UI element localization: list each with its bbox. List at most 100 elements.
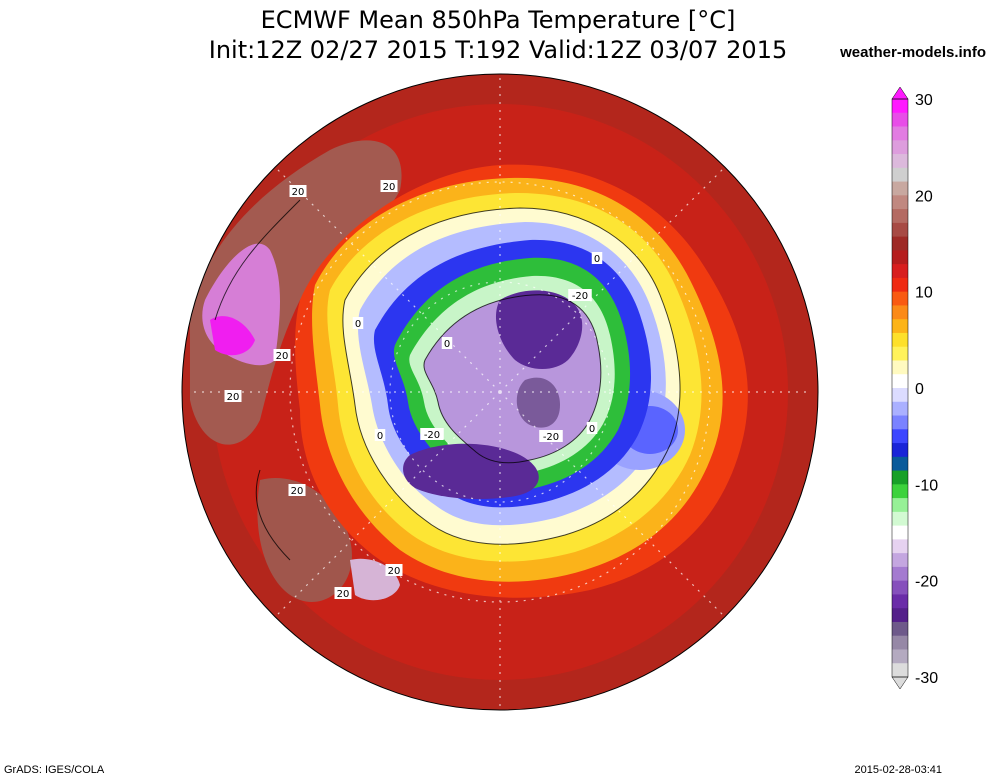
contour-label: 0 (444, 339, 450, 350)
colorbar-tick-label: 10 (915, 285, 933, 302)
core-pole (516, 377, 560, 428)
colorbar-swatch (892, 539, 908, 554)
colorbar-tick-label: -20 (915, 574, 938, 591)
colorbar-max-arrow (891, 86, 909, 100)
colorbar-swatch (892, 277, 908, 293)
colorbar-tick-label: 30 (915, 92, 933, 109)
colorbar-swatch (892, 319, 908, 334)
colorbar-swatch (892, 553, 908, 568)
colorbar-swatch (892, 264, 908, 279)
contour-label: 20 (227, 392, 240, 403)
colorbar-swatch (892, 456, 908, 471)
contour-label-bg (374, 429, 386, 441)
colorbar-swatch (892, 649, 908, 664)
contour-label-bg (568, 289, 592, 301)
contour-label-bg (224, 390, 242, 402)
colorbar-swatch (892, 635, 908, 650)
contour-label-bg (385, 564, 403, 576)
contour-label: 0 (589, 424, 595, 435)
colorbar-tick-label: 20 (915, 188, 933, 205)
colorbar-swatch (892, 594, 908, 609)
colorbar-swatch (892, 470, 908, 485)
colorbar-swatch (892, 167, 908, 182)
colorbar-swatch (892, 388, 908, 403)
chart-title: ECMWF Mean 850hPa Temperature [°C] (260, 6, 736, 34)
contour-label-bg (420, 428, 444, 440)
colorbar-swatch (892, 525, 908, 540)
timestamp: 2015-02-28-03:41 (854, 764, 942, 776)
warm-patch-southwest (257, 478, 352, 602)
colorbar: 30 20 10 0 -10 -20 -30 (891, 86, 938, 690)
contour-label: 20 (383, 182, 396, 193)
colorbar-swatch (892, 305, 908, 320)
core-siberia (403, 443, 539, 500)
contour-label-bg (441, 337, 453, 349)
contour-label-bg (591, 252, 603, 264)
contour-label: -20 (572, 291, 588, 302)
colorbar-tick-label: -10 (915, 477, 938, 494)
colorbar-swatch (892, 663, 908, 678)
contour-label: 0 (594, 254, 600, 265)
hottest-area (210, 316, 255, 356)
colorbar-swatch (892, 415, 908, 430)
contour-label-bg (380, 180, 398, 192)
contour-label-bg (273, 349, 291, 361)
colorbar-swatch (892, 112, 908, 127)
colorbar-swatch (892, 291, 908, 306)
colorbar-swatch (892, 401, 908, 416)
contour-label-bg (289, 185, 307, 197)
colorbar-tick-label: 0 (915, 381, 924, 398)
colorbar-swatch (892, 332, 908, 348)
colorbar-swatch (892, 154, 908, 169)
colorbar-swatch (892, 250, 908, 265)
colorbar-swatch (892, 346, 908, 361)
colorbar-swatch (892, 566, 908, 582)
contour-label: 20 (291, 486, 304, 497)
contour-labels: 20 20 20 20 20 20 20 0 0 0 0 0 -20 -20 -20 (224, 180, 603, 600)
contour-lines (214, 199, 681, 561)
contour-label-bg (334, 587, 352, 599)
contour-label-bg (586, 422, 598, 434)
map-boundary (181, 73, 819, 711)
colorbar-frame (891, 98, 909, 678)
colorbar-swatch (892, 621, 908, 637)
colorbar-swatch (892, 236, 908, 251)
contour-label: 20 (292, 187, 305, 198)
colorbar-swatch (892, 360, 908, 375)
colorbar-tick-label: -30 (915, 670, 938, 687)
site-name: weather-models.info (840, 44, 986, 61)
contour-label: 20 (337, 589, 350, 600)
colorbar-swatch (892, 209, 908, 224)
temperature-field (182, 74, 818, 710)
colorbar-swatch (892, 126, 908, 141)
colorbar-min-arrow (891, 676, 909, 690)
contour-label: 20 (276, 351, 289, 362)
colorbar-swatch (892, 181, 908, 196)
colorbar-swatch (892, 498, 908, 513)
contour-label: -20 (543, 432, 559, 443)
contour-label: 0 (355, 319, 361, 330)
chart-subtitle: Init:12Z 02/27 2015 T:192 Valid:12Z 03/0… (208, 36, 788, 64)
colorbar-swatch (892, 608, 908, 623)
contour-label: -20 (424, 430, 440, 441)
core-north (495, 290, 583, 369)
software-credit: GrADS: IGES/COLA (4, 764, 105, 776)
colorbar-swatch (892, 195, 908, 210)
colorbar-swatch (892, 140, 908, 155)
colorbar-swatch (892, 580, 908, 595)
contour-label: 20 (388, 566, 401, 577)
colorbar-swatch (892, 484, 908, 499)
contour-label-bg (539, 430, 563, 442)
colorbar-swatch (892, 443, 908, 458)
colorbar-swatch (892, 222, 908, 238)
contour-label-bg (352, 317, 364, 329)
colorbar-swatch (892, 374, 908, 389)
colorbar-swatch (892, 429, 908, 444)
contour-label-bg (288, 484, 306, 496)
colorbar-swatch (892, 511, 908, 527)
warm-patch-west (190, 140, 402, 445)
contour-label: 0 (377, 431, 383, 442)
graticule (190, 74, 810, 710)
colorbar-swatch (892, 99, 908, 114)
